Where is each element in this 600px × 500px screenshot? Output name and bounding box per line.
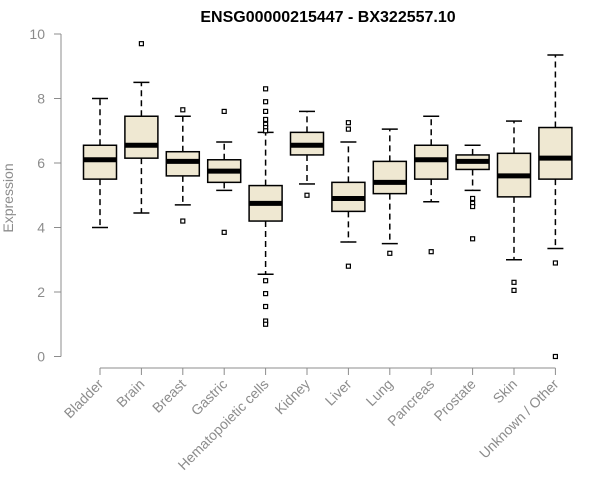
x-tick-label: Skin xyxy=(490,376,521,407)
box-lung xyxy=(372,128,408,256)
outlier-point xyxy=(221,108,227,115)
box-pancreas xyxy=(413,115,449,255)
x-tick-label: Breast xyxy=(149,376,189,416)
box-brain xyxy=(124,41,159,214)
x-tick-label: Lung xyxy=(363,376,396,409)
outlier-point xyxy=(345,126,351,132)
iqr-box xyxy=(124,115,159,159)
outlier-point xyxy=(304,192,310,198)
box-skin xyxy=(496,120,532,293)
y-tick-label: 8 xyxy=(37,91,45,107)
outlier-point xyxy=(263,291,269,297)
outlier-point xyxy=(511,287,517,293)
box-liver xyxy=(331,120,366,269)
outlier-point xyxy=(221,229,227,235)
x-tick-label: Prostate xyxy=(431,376,479,424)
outlier-point xyxy=(263,278,269,284)
outlier-point xyxy=(263,108,269,115)
outlier-point xyxy=(428,249,434,255)
outlier-point xyxy=(511,279,517,285)
outlier-point xyxy=(263,128,269,134)
outlier-point xyxy=(387,250,393,256)
y-axis: 0 2 4 6 8 10 xyxy=(29,26,62,365)
outlier-point xyxy=(552,353,559,360)
outlier-point xyxy=(263,303,269,310)
outlier-point xyxy=(263,321,269,327)
x-tick-label: Bladder xyxy=(61,376,107,422)
y-tick-label: 4 xyxy=(37,220,45,236)
outlier-point xyxy=(263,86,269,92)
y-axis-label: Expression xyxy=(0,163,16,232)
y-tick-label: 2 xyxy=(37,284,45,300)
x-tick-label: Brain xyxy=(113,376,147,410)
iqr-box xyxy=(372,160,408,195)
x-tick-label: Unknown / Other xyxy=(476,376,562,462)
y-tick-label: 0 xyxy=(37,349,45,365)
box-prostate xyxy=(455,144,490,242)
box-gastric xyxy=(206,108,242,235)
outlier-point xyxy=(345,263,351,269)
box-hematopoietic-cells xyxy=(248,86,283,327)
chart-title: ENSG00000215447 - BX322557.10 xyxy=(200,9,455,26)
outlier-point xyxy=(138,41,144,47)
outlier-point xyxy=(470,236,476,242)
box-breast xyxy=(165,107,201,224)
outlier-point xyxy=(470,203,476,210)
outlier-point xyxy=(470,195,476,202)
x-tick-label: Kidney xyxy=(272,376,314,418)
box-series xyxy=(82,41,573,360)
outlier-point xyxy=(180,107,186,113)
outlier-point xyxy=(180,218,186,224)
y-tick-label: 6 xyxy=(37,155,45,171)
box-kidney xyxy=(289,110,325,198)
y-tick-label: 10 xyxy=(29,26,45,42)
outlier-point xyxy=(552,260,559,266)
outlier-point xyxy=(345,120,351,126)
x-tick-label: Liver xyxy=(322,376,355,409)
outlier-point xyxy=(263,99,269,105)
box-bladder xyxy=(82,97,118,229)
box-unknown-other xyxy=(538,54,573,360)
outlier-point xyxy=(263,116,269,123)
iqr-box xyxy=(538,126,573,180)
